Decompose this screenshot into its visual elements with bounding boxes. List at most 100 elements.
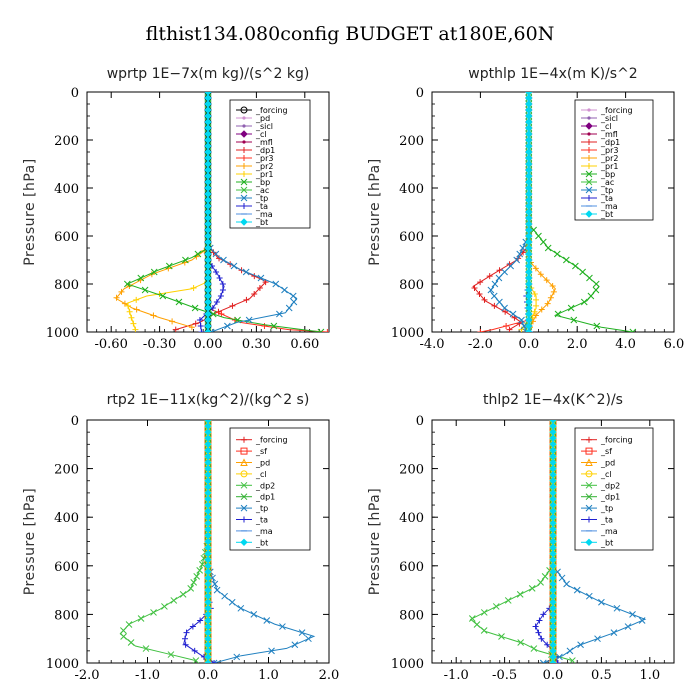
legend-marker [240,178,248,186]
y-tick-label: 200 [54,463,79,478]
figure-title: flthist134.080config BUDGET at180E,60N [146,23,555,45]
x-tick-label: 2.0 [567,337,588,352]
data-point [536,617,543,624]
x-tick-label: -4.0 [419,337,444,352]
x-tick-label: -2.0 [468,337,493,352]
legend-label: _ma [255,210,273,219]
data-point [219,281,226,287]
data-point [544,300,551,307]
chart-panel: wprtp 1E−7x(m kg)/(s^2 kg) Pressure [hPa]… [22,66,330,352]
data-point [506,326,513,332]
legend-marker [586,155,592,161]
data-point [530,645,538,652]
x-tick-label: -1.0 [135,668,160,683]
legend-label: _pr1 [255,170,273,179]
series-line [115,92,209,328]
data-point [209,310,217,318]
data-point [298,629,306,636]
data-point [593,322,601,330]
data-point [553,250,561,258]
data-point [492,603,500,610]
y-axis-label: Pressure [hPa] [22,158,38,265]
data-point [212,250,220,258]
data-point [125,621,133,628]
data-point [481,296,488,303]
data-point [535,629,542,636]
data-point [211,660,218,663]
legend-label: _dp1 [255,493,275,502]
data-point [532,623,539,630]
data-point [125,302,132,309]
data-point [150,268,158,276]
data-point [558,574,566,582]
data-point [525,328,533,332]
data-point [586,274,593,282]
legend-marker [587,132,591,136]
legend-label: _ta [600,194,613,203]
legend-label: _mfl [600,130,618,139]
data-point [579,268,586,276]
data-point [233,653,241,661]
legend-marker [585,538,593,547]
data-point [587,292,595,300]
legend-label: _bt [600,538,613,547]
data-point [504,597,512,604]
data-point [486,273,493,280]
data-point [532,265,539,272]
series-layer [468,420,647,663]
data-point [487,286,495,294]
data-point [219,287,226,293]
legend-box [574,99,654,221]
legend-marker [240,504,248,512]
legend-label: _bt [255,538,268,547]
y-axis-label: Pressure [hPa] [22,488,38,595]
legend-marker [585,122,593,130]
data-point [613,604,621,612]
y-tick-label: 600 [54,230,79,245]
data-point [285,304,293,312]
data-point [535,232,542,240]
data-point [533,302,540,309]
legend-marker [240,481,248,489]
data-point [190,285,197,292]
data-point [476,290,483,297]
panel-title: wprtp 1E−7x(m kg)/(s^2 kg) [107,66,310,82]
legend-marker [240,194,248,202]
data-point [528,585,536,592]
x-tick-label: 1.0 [639,668,660,683]
legend-marker [240,458,248,466]
data-point [290,298,298,306]
data-point [170,597,178,604]
data-point [556,653,563,661]
legend-marker [585,186,593,194]
data-point [189,623,196,630]
data-point [507,262,515,270]
data-point [150,609,157,616]
legend-label: _bp [600,170,615,179]
legend-marker [240,130,248,138]
data-point [190,579,198,586]
panel-title: rtp2 1E−11x(kg^2)/(kg^2 s) [107,392,310,408]
legend-label: _pd [600,459,615,468]
legend-label: _forcing [600,106,633,115]
data-point [549,659,557,663]
data-point [585,592,593,600]
data-point [468,615,476,622]
chart-panel: rtp2 1E−11x(kg^2)/(kg^2 s) Pressure [hPa]… [22,392,339,683]
data-point [204,92,212,96]
data-point [257,274,265,282]
y-tick-label: 0 [71,86,79,101]
data-point [577,641,584,649]
x-tick-label: -2.0 [74,668,99,683]
y-tick-label: 800 [54,608,79,623]
data-point [281,286,288,294]
data-point [503,323,510,329]
data-point [130,320,137,327]
series-layer [119,420,316,663]
x-tick-label: 0.00 [194,337,223,352]
y-tick-label: 0 [416,414,424,429]
data-point [224,322,231,330]
data-point [549,283,556,290]
x-tick-label: 0.30 [242,337,271,352]
data-point [541,573,549,580]
